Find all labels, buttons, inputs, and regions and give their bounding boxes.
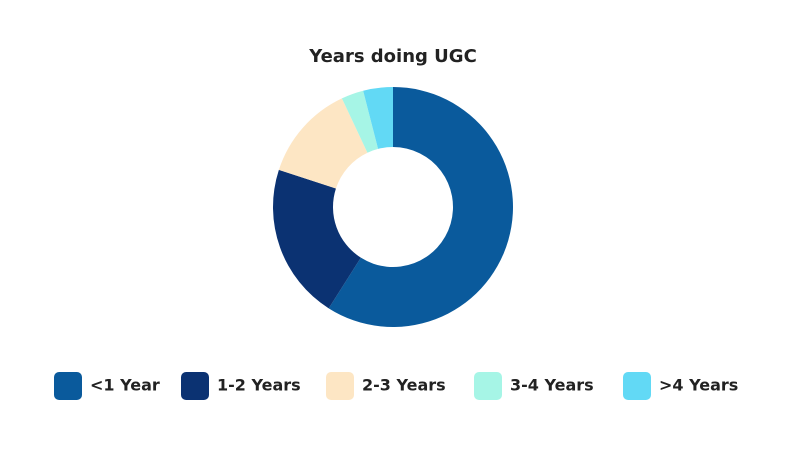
legend-label: 3-4 Years: [510, 376, 594, 395]
legend-label: >4 Years: [659, 376, 738, 395]
chart-title: Years doing UGC: [308, 46, 477, 67]
legend-swatch: [474, 372, 502, 400]
donut-slice: [278, 98, 368, 189]
legend-swatch: [54, 372, 82, 400]
legend-swatch: [181, 372, 209, 400]
legend-swatch: [326, 372, 354, 400]
donut-slice: [341, 90, 379, 153]
legend-swatch: [623, 372, 651, 400]
donut-slice: [273, 169, 361, 309]
donut-slice: [328, 87, 513, 327]
legend-label: <1 Year: [90, 376, 160, 395]
legend-label: 2-3 Years: [362, 376, 446, 395]
donut-slice: [363, 87, 393, 149]
legend-label: 1-2 Years: [217, 376, 301, 395]
